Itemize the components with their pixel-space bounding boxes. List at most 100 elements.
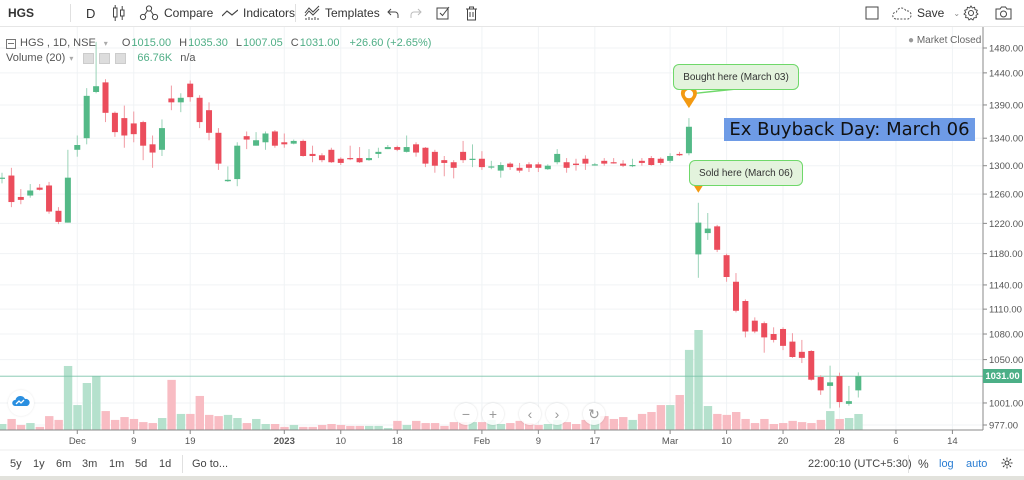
time-tick-label: 10 <box>335 436 346 447</box>
time-tick-label: Mar <box>662 436 678 447</box>
candle-body <box>516 167 523 171</box>
bottom-toolbar: 5y 1y 6m 3m 1m 5d 1d Go to... 22:00:10 (… <box>0 452 1024 476</box>
time-axis[interactable]: Dec 9 19 2023 10 18 Feb 9 17 Mar 10 20 28 6 14 <box>69 430 958 447</box>
market-status: ● Market Closed <box>908 35 982 46</box>
candle <box>497 162 504 178</box>
volume-bar <box>54 419 63 430</box>
chevron-right-icon: › <box>554 406 560 422</box>
volume-bar <box>270 424 280 430</box>
candle <box>582 155 589 170</box>
log-label: log <box>939 458 954 470</box>
compare-button[interactable]: Compare <box>139 0 213 26</box>
indicators-button[interactable]: Indicators <box>222 0 295 26</box>
range-5d[interactable]: 5d <box>135 452 147 476</box>
price-axis[interactable]: 1480.00 1440.00 1390.00 1340.00 1300.00 1260.… <box>983 44 1023 432</box>
zoom-in-button[interactable]: + <box>482 403 504 425</box>
volume-bar <box>139 422 148 430</box>
candle <box>714 224 721 253</box>
ex-buyback-label[interactable]: Ex Buyback Day: March 06 <box>724 118 975 141</box>
interval-button[interactable]: D <box>86 0 95 26</box>
range-label: 1d <box>159 458 172 470</box>
chevron-down-icon[interactable]: ▾ <box>69 54 74 63</box>
tradingview-logo[interactable] <box>8 390 34 416</box>
delete-button[interactable] <box>465 0 478 26</box>
volume-bar <box>459 422 468 430</box>
candle <box>817 375 824 395</box>
screenshot-button[interactable] <box>995 0 1012 26</box>
log-toggle[interactable]: log <box>939 452 954 476</box>
redo-button[interactable] <box>410 0 422 26</box>
candle-body <box>676 153 683 156</box>
current-price-value: 1031.00 <box>985 370 1020 382</box>
range-6m[interactable]: 6m <box>56 452 71 476</box>
volume-bar <box>176 413 186 430</box>
settings-button[interactable] <box>963 0 979 26</box>
candle <box>845 385 852 406</box>
candle-body <box>8 175 15 203</box>
reset-chart-button[interactable]: ↻ <box>583 403 605 425</box>
scale-settings-button[interactable] <box>1001 452 1013 476</box>
volume-bar <box>506 423 515 430</box>
candle <box>121 105 128 148</box>
symbol-search-button[interactable]: HGS <box>8 0 34 26</box>
close-icon[interactable] <box>115 53 127 64</box>
time-tick-label: 19 <box>185 436 196 447</box>
range-1y[interactable]: 1y <box>33 452 45 476</box>
select-button[interactable] <box>436 0 450 26</box>
ex-buyback-text: Ex Buyback Day: March 06 <box>729 119 970 140</box>
bought-callout[interactable]: Bought here (March 03) <box>673 64 799 90</box>
volume-bar <box>835 418 844 430</box>
zoom-out-button[interactable]: − <box>455 403 477 425</box>
save-button[interactable]: Save ⌄ <box>892 0 960 26</box>
volume-bar <box>449 422 459 430</box>
range-1m[interactable]: 1m <box>109 452 124 476</box>
templates-button[interactable]: Templates <box>304 0 380 26</box>
eye-icon[interactable] <box>83 53 95 64</box>
percent-toggle[interactable]: % <box>918 452 929 476</box>
range-5y[interactable]: 5y <box>10 452 22 476</box>
candle-body <box>309 153 316 156</box>
undo-button[interactable] <box>387 0 399 26</box>
volume-bar <box>477 422 487 430</box>
series-title[interactable]: HGS , 1D, NSE <box>20 37 96 49</box>
price-tick-label: 1440.00 <box>989 68 1023 79</box>
volume-ma-value: n/a <box>180 52 196 64</box>
scroll-left-button[interactable]: ‹ <box>519 403 541 425</box>
volume-bar <box>186 413 195 430</box>
sold-callout[interactable]: Sold here (March 06) <box>689 160 803 186</box>
candle <box>234 142 241 187</box>
time-tick-label: 18 <box>392 436 403 447</box>
candle-body <box>714 226 721 250</box>
volume-bar <box>26 423 35 430</box>
fullscreen-icon <box>865 6 879 20</box>
candle-body <box>271 131 278 146</box>
candle-body <box>770 334 777 340</box>
scroll-right-button[interactable]: › <box>546 403 568 425</box>
interval-label: D <box>86 5 96 21</box>
candle-body <box>751 320 758 332</box>
volume-bar <box>110 419 120 430</box>
top-toolbar: HGS D Compare Indicators Templates Save … <box>0 0 1024 27</box>
price-tick-label: 1340.00 <box>989 134 1023 145</box>
chevron-down-icon[interactable]: ▾ <box>103 39 108 48</box>
settings-icon[interactable] <box>99 53 111 64</box>
candle-body <box>582 158 589 164</box>
collapse-icon[interactable] <box>6 38 16 49</box>
candle-body <box>102 82 109 113</box>
candle <box>375 147 382 159</box>
go-to-button[interactable]: Go to... <box>192 452 228 476</box>
range-1d[interactable]: 1d <box>159 452 171 476</box>
auto-toggle[interactable]: auto <box>966 452 987 476</box>
candle-body <box>403 147 410 152</box>
volume-bar <box>816 419 826 430</box>
range-3m[interactable]: 3m <box>82 452 97 476</box>
candle <box>563 158 570 173</box>
chart-style-button[interactable] <box>112 0 126 26</box>
fullscreen-button[interactable] <box>865 0 879 26</box>
candle-body <box>808 350 815 380</box>
volume-bar <box>666 405 675 430</box>
candle-body <box>158 128 165 150</box>
volume-title[interactable]: Volume (20) <box>6 52 66 64</box>
timezone-button[interactable]: 22:00:10 (UTC+5:30) <box>808 452 912 476</box>
